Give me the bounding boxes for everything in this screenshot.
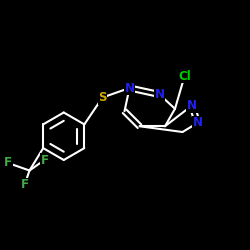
Text: N: N: [192, 116, 202, 130]
Text: N: N: [187, 99, 197, 112]
Text: F: F: [4, 156, 12, 170]
Text: F: F: [40, 154, 48, 166]
Text: S: S: [98, 91, 107, 104]
Text: N: N: [154, 88, 164, 101]
Text: N: N: [124, 82, 134, 94]
Text: F: F: [20, 178, 28, 192]
Text: Cl: Cl: [178, 70, 191, 83]
